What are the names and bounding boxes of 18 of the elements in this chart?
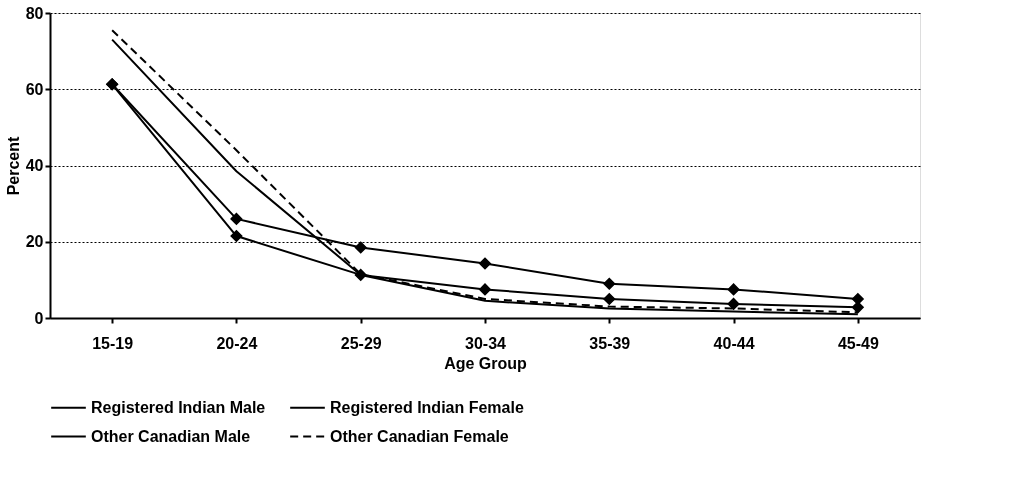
x-tick-label: 35-39: [589, 334, 631, 352]
x-axis-title: Age Group: [444, 354, 528, 372]
y-tick-label: 80: [25, 4, 44, 22]
legend-label: Other Canadian Male: [91, 427, 251, 445]
y-tick-label: 60: [25, 80, 44, 98]
x-tick-label: 40-44: [713, 334, 755, 352]
legend-label: Registered Indian Female: [330, 398, 524, 416]
x-tick-label: 15-19: [92, 334, 134, 352]
y-axis-title: Percent: [4, 135, 22, 196]
legend-label: Registered Indian Male: [91, 398, 266, 416]
y-tick-label: 0: [34, 309, 44, 327]
x-tick-label: 45-49: [837, 334, 879, 352]
legend-label: Other Canadian Female: [330, 427, 509, 445]
x-tick-label: 25-29: [340, 334, 382, 352]
x-tick-label: 20-24: [216, 334, 258, 352]
y-tick-label: 20: [25, 233, 44, 251]
y-tick-label: 40: [25, 157, 44, 174]
x-tick-label: 30-34: [465, 334, 507, 352]
